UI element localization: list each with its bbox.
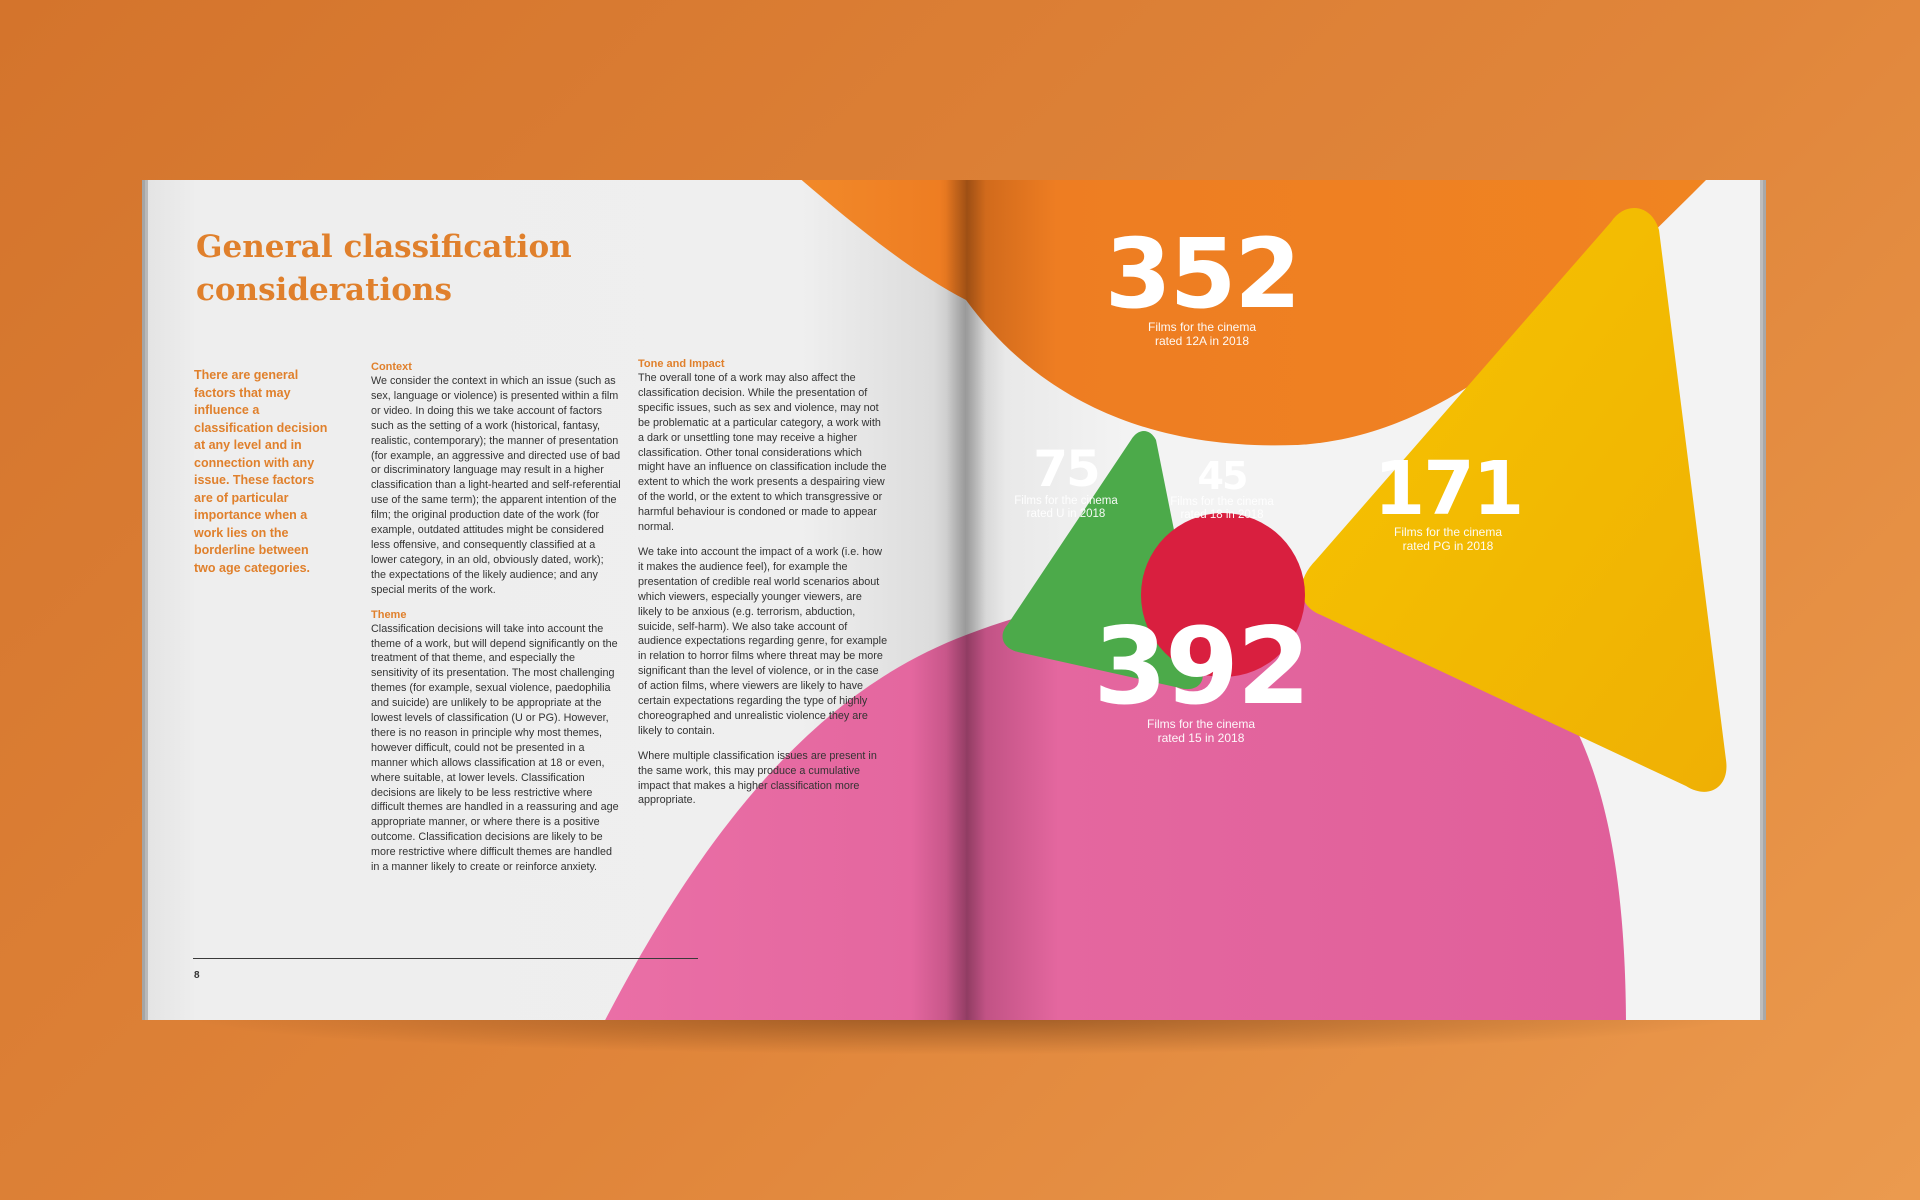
stat-15-caption: Films for the cinema rated 15 in 2018 xyxy=(1146,717,1256,745)
stat-u-number: 75 xyxy=(1033,440,1101,498)
section-heading-theme: Theme xyxy=(371,608,407,621)
orange-shape-left xyxy=(801,180,966,300)
left-page: General classification considerations Th… xyxy=(148,180,966,1020)
stat-18-number: 45 xyxy=(1197,454,1249,498)
right-page: 352 Films for the cinema rated 12A in 20… xyxy=(966,180,1760,1020)
stat-pg-number: 171 xyxy=(1373,446,1524,532)
stat-u-caption: Films for the cinema rated U in 2018 xyxy=(1014,495,1118,520)
page-number: 8 xyxy=(194,970,200,981)
pink-shape xyxy=(966,586,1626,1020)
red-circle xyxy=(1141,513,1305,677)
stat-18: 45 Films for the cinema rated 18 in 2018 xyxy=(1162,456,1282,522)
column-right: Tone and Impact The overall tone of a wo… xyxy=(638,357,888,818)
stat-u: 75 Films for the cinema rated U in 2018 xyxy=(1006,443,1126,521)
section-heading-tone: Tone and Impact xyxy=(638,358,725,370)
left-page-shapes xyxy=(605,180,966,1020)
right-page-shapes xyxy=(966,180,1727,1020)
stat-pg-caption: Films for the cinema rated PG in 2018 xyxy=(1393,525,1503,553)
section-body-context: We consider the context in which an issu… xyxy=(371,375,621,596)
intro-text: There are general factors that may influ… xyxy=(194,368,328,575)
stat-pg: 171 Films for the cinema rated PG in 201… xyxy=(1373,446,1524,553)
column-left: Context We consider the context in which… xyxy=(371,360,621,885)
section-body-theme: Classification decisions will take into … xyxy=(371,622,619,874)
stat-15-number: 392 xyxy=(1093,605,1310,728)
footer-rule xyxy=(193,958,698,959)
pink-shape-left xyxy=(605,635,966,1020)
page-title: General classification considerations xyxy=(196,229,572,308)
stat-12a-number: 352 xyxy=(1104,218,1301,330)
yellow-shape xyxy=(1301,208,1727,792)
stat-12a: 352 Films for the cinema rated 12A in 20… xyxy=(1102,218,1302,348)
section-body-tone-3: Where multiple classification issues are… xyxy=(638,749,877,807)
stat-15: 392 Films for the cinema rated 15 in 201… xyxy=(1086,605,1316,746)
stat-12a-caption: Films for the cinema rated 12A in 2018 xyxy=(1147,320,1257,348)
stat-18-caption: Films for the cinema rated 18 in 2018 xyxy=(1170,496,1274,521)
section-body-tone-2: We take into account the impact of a wor… xyxy=(638,545,888,737)
section-heading-context: Context xyxy=(371,361,412,373)
section-body-tone-1: The overall tone of a work may also affe… xyxy=(638,372,887,534)
orange-shape xyxy=(966,180,1706,446)
